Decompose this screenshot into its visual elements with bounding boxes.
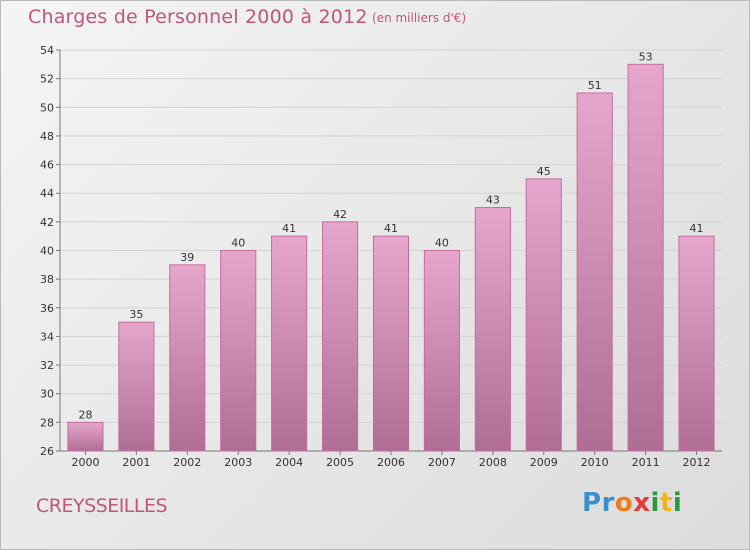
bar-2007 bbox=[423, 250, 460, 452]
x-tick-label-2006: 2006 bbox=[377, 456, 405, 469]
x-tick-label-2009: 2009 bbox=[530, 456, 558, 469]
bar-2006 bbox=[372, 235, 410, 452]
bar-2002 bbox=[169, 264, 206, 452]
y-tick-label: 46 bbox=[40, 159, 54, 172]
chart-subtitle: (en milliers d'€) bbox=[372, 11, 467, 25]
logo-letter: x bbox=[633, 488, 651, 518]
bar-2012 bbox=[678, 235, 715, 452]
bar-2001 bbox=[118, 321, 155, 452]
y-tick-label: 30 bbox=[40, 388, 54, 401]
logo-letter: i bbox=[650, 488, 660, 518]
logo-letter: t bbox=[659, 488, 673, 518]
bar-2011 bbox=[627, 63, 664, 452]
x-tick-label-2005: 2005 bbox=[326, 456, 354, 469]
chart-title: Charges de Personnel 2000 à 2012 bbox=[28, 6, 368, 28]
y-tick-label: 52 bbox=[40, 73, 54, 86]
logo-letter: o bbox=[614, 488, 634, 518]
value-label-2006: 41 bbox=[384, 222, 398, 235]
y-tick-label: 38 bbox=[40, 273, 54, 286]
x-tick-label-2001: 2001 bbox=[122, 456, 150, 469]
value-label-2009: 45 bbox=[537, 165, 551, 178]
bar-2008 bbox=[474, 207, 511, 452]
x-tick-label-2004: 2004 bbox=[275, 456, 303, 469]
x-tick-label-2008: 2008 bbox=[479, 456, 507, 469]
x-tick-label-2007: 2007 bbox=[428, 456, 456, 469]
value-label-2008: 43 bbox=[486, 194, 500, 207]
y-tick-label: 48 bbox=[40, 130, 54, 143]
y-tick-label: 44 bbox=[40, 187, 54, 200]
value-label-2004: 41 bbox=[282, 222, 296, 235]
y-tick-label: 32 bbox=[40, 359, 54, 372]
bar-2010 bbox=[576, 92, 613, 452]
value-label-2010: 51 bbox=[588, 79, 602, 92]
value-label-2005: 42 bbox=[333, 208, 347, 221]
logo-letter: r bbox=[601, 488, 615, 518]
x-tick-label-2003: 2003 bbox=[224, 456, 252, 469]
bar-2003 bbox=[220, 250, 257, 452]
x-tick-label-2010: 2010 bbox=[581, 456, 609, 469]
value-label-2001: 35 bbox=[129, 308, 143, 321]
value-label-2003: 40 bbox=[231, 237, 245, 250]
y-tick-label: 34 bbox=[40, 330, 54, 343]
y-tick-label: 28 bbox=[40, 416, 54, 429]
x-tick-label-2012: 2012 bbox=[683, 456, 711, 469]
y-tick-label: 26 bbox=[40, 445, 54, 458]
value-label-2011: 53 bbox=[639, 50, 653, 63]
y-tick-label: 54 bbox=[40, 44, 54, 57]
bar-2004 bbox=[271, 235, 308, 452]
y-tick-label: 40 bbox=[40, 245, 54, 258]
bar-2009 bbox=[525, 178, 562, 452]
y-tick-label: 36 bbox=[40, 302, 54, 315]
value-label-2012: 41 bbox=[690, 222, 704, 235]
bars bbox=[67, 63, 715, 452]
x-tick-label-2011: 2011 bbox=[632, 456, 660, 469]
y-tick-label: 42 bbox=[40, 216, 54, 229]
value-labels: 28 35 39 40 41 42 41 40 43 45 51 53 41 bbox=[78, 50, 703, 421]
tick-labels: 26 28 30 32 34 36 38 40 42 44 46 48 50 52 54 2000 2001 20… bbox=[40, 44, 711, 469]
value-label-2002: 39 bbox=[180, 251, 194, 264]
x-tick-label-2000: 2000 bbox=[71, 456, 99, 469]
bar-2000 bbox=[67, 421, 104, 452]
x-tick-label-2002: 2002 bbox=[173, 456, 201, 469]
value-label-2000: 28 bbox=[78, 408, 92, 421]
bar-2005 bbox=[322, 221, 359, 452]
proxiti-logo: Proxiti bbox=[582, 488, 682, 518]
commune-name: CREYSSEILLES bbox=[36, 495, 168, 517]
value-label-2007: 40 bbox=[435, 237, 449, 250]
y-tick-label: 50 bbox=[40, 101, 54, 114]
logo-letter: P bbox=[582, 488, 602, 518]
logo-letter: i bbox=[672, 488, 683, 518]
